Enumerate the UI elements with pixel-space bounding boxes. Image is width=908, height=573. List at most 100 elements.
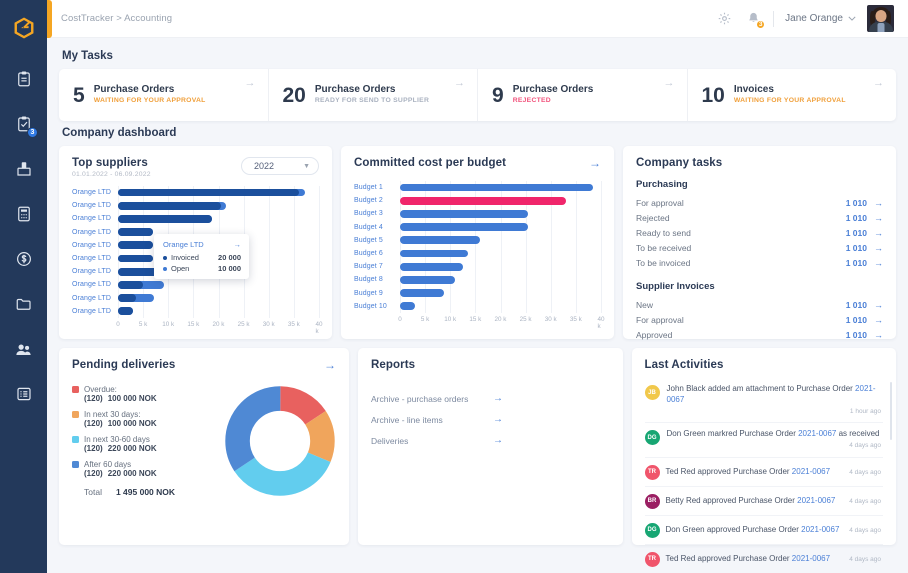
app-logo[interactable]	[13, 10, 35, 46]
chart-x-tick-label: 35 k	[569, 315, 582, 323]
chart-bar-row[interactable]: Budget 7	[354, 260, 601, 273]
task-card-0[interactable]: 5 Purchase Orders WAITING FOR YOUR APPRO…	[59, 69, 268, 121]
arrow-right-icon[interactable]: →	[874, 212, 883, 223]
panel-top-suppliers: Top suppliers 01.01.2022 - 06.09.2022 20…	[59, 146, 332, 339]
chart-bar-row[interactable]: Orange LTD	[72, 212, 319, 225]
arrow-right-icon[interactable]: →	[324, 358, 336, 372]
sidebar-item-finance[interactable]	[0, 242, 47, 276]
chart-bar-row[interactable]: Orange LTD	[72, 252, 319, 265]
activity-row[interactable]: JB John Black added am attachment to Purc…	[644, 378, 883, 424]
notifications-button[interactable]: 3	[744, 10, 766, 29]
report-link-row[interactable]: Archive - purchase orders →	[371, 388, 610, 409]
task-card-1[interactable]: 20 Purchase Orders READY FOR SEND TO SUP…	[267, 69, 478, 121]
user-menu[interactable]: Jane Orange	[785, 13, 856, 24]
sidebar-item-inbox[interactable]	[0, 152, 47, 186]
arrow-right-icon[interactable]: →	[874, 197, 883, 208]
sidebar-item-clipboard[interactable]	[0, 62, 47, 96]
breadcrumb[interactable]: CostTracker > Accounting	[61, 13, 173, 24]
company-task-row[interactable]: Rejected 1 010 →	[636, 210, 883, 225]
chart-bar-label: Budget 6	[354, 250, 383, 258]
chart-bar-label: Budget 9	[354, 289, 383, 297]
arrow-right-icon[interactable]: →	[873, 77, 884, 89]
chart-bar-label: Budget 10	[354, 302, 387, 310]
arrow-right-icon[interactable]: →	[663, 77, 675, 89]
sidebar-item-list[interactable]	[0, 377, 47, 411]
chart-bar-row[interactable]: Budget 3	[354, 207, 601, 220]
chart-bar-row[interactable]: Orange LTD	[72, 278, 319, 291]
delivery-count: (120)	[84, 394, 103, 403]
chart-bar-row[interactable]: Orange LTD	[72, 292, 319, 305]
chart-bar-row[interactable]: Budget 5	[354, 234, 601, 247]
chart-x-tick-label: 5 k	[138, 320, 148, 328]
report-link-row[interactable]: Archive - line items →	[371, 409, 610, 430]
last-activities-list: JB John Black added am attachment to Purc…	[644, 378, 892, 573]
sidebar-item-approvals[interactable]: 3	[0, 107, 47, 141]
chart-bar-row[interactable]: Budget 6	[354, 247, 601, 260]
purchase-order-link[interactable]: 2021-0067	[791, 553, 831, 563]
sidebar-item-folder[interactable]	[0, 287, 47, 321]
arrow-right-icon[interactable]: →	[244, 77, 256, 89]
donut-segment[interactable]	[225, 386, 335, 496]
purchase-order-link[interactable]: 2021-0067	[797, 495, 836, 505]
report-link-row[interactable]: Deliveries →	[371, 430, 610, 451]
task-title: Purchase Orders	[512, 83, 594, 95]
company-task-row[interactable]: To be invoiced 1 010 →	[636, 256, 883, 271]
chart-bar-row[interactable]: Budget 8	[354, 273, 601, 286]
arrow-right-icon[interactable]: →	[874, 227, 883, 238]
chart-bar-row[interactable]: Orange LTD	[72, 226, 319, 239]
activity-row[interactable]: TR Ted Red approved Purchase Order 2021-0…	[644, 545, 884, 573]
arrow-right-icon[interactable]: →	[493, 414, 503, 425]
chart-bar-row[interactable]: Orange LTD	[72, 305, 319, 318]
chart-bar-row[interactable]: Budget 4	[354, 221, 601, 234]
company-task-row[interactable]: For approval 1 010 →	[636, 312, 883, 327]
chart-bar-row[interactable]: Budget 2	[354, 194, 601, 207]
chart-bar-row[interactable]: Budget 9	[354, 287, 601, 300]
company-task-row[interactable]: New 1 010 →	[636, 297, 883, 312]
arrow-right-icon[interactable]: →	[874, 299, 883, 310]
chart-bar-row[interactable]: Orange LTD	[72, 239, 319, 252]
chart-x-tick-label: 15 k	[187, 320, 200, 328]
purchase-order-link[interactable]: 2021-0067	[666, 384, 876, 404]
arrow-right-icon[interactable]: →	[493, 393, 503, 404]
chart-bar-label: Budget 2	[354, 197, 383, 205]
arrow-right-icon[interactable]: →	[874, 329, 883, 340]
chart-x-tick-label: 10 k	[162, 320, 175, 328]
chart-bar-row[interactable]: Orange LTD	[72, 186, 319, 199]
arrow-right-icon[interactable]: →	[874, 314, 883, 325]
year-select[interactable]: 2022 ▼	[241, 157, 319, 175]
company-task-row[interactable]: For approval 1 010 →	[636, 195, 883, 210]
chart-bar-row[interactable]: Orange LTD	[72, 199, 319, 212]
scrollbar-thumb[interactable]	[890, 382, 892, 440]
arrow-right-icon[interactable]: →	[874, 258, 883, 269]
activity-row[interactable]: TR Ted Red approved Purchase Order 2021-0…	[644, 458, 883, 487]
task-card-3[interactable]: 10 Invoices WAITING FOR YOUR APPROVAL →	[686, 69, 897, 121]
arrow-right-icon[interactable]: →	[493, 435, 503, 446]
sidebar-item-calculator[interactable]	[0, 197, 47, 231]
company-task-row[interactable]: Approved 1 010 →	[636, 327, 883, 342]
arrow-right-icon[interactable]: →	[454, 77, 465, 89]
chart-bar-row[interactable]: Budget 1	[354, 181, 601, 194]
settings-button[interactable]	[715, 10, 733, 28]
donut-segment[interactable]	[225, 386, 335, 496]
arrow-right-icon[interactable]: →	[589, 156, 601, 170]
task-card-2[interactable]: 9 Purchase Orders REJECTED →	[477, 69, 687, 121]
activity-row[interactable]: DG Don Green approved Purchase Order 2021…	[644, 516, 883, 545]
purchase-order-link[interactable]: 2021-0067	[791, 466, 831, 476]
company-task-row[interactable]: Ready to send 1 010 →	[636, 225, 883, 240]
purchase-order-link[interactable]: 2021-0067	[801, 524, 840, 534]
activity-time: 4 days ago	[849, 527, 881, 535]
notification-count-badge: 3	[756, 19, 766, 29]
sidebar-item-users[interactable]	[0, 332, 47, 366]
arrow-right-icon[interactable]: →	[874, 243, 883, 254]
company-task-row[interactable]: To be received 1 010 →	[636, 241, 883, 256]
activity-row[interactable]: DG Don Green markred Purchase Order 2021-…	[644, 423, 883, 458]
donut-segment[interactable]	[225, 386, 335, 496]
pending-deliveries-title: Pending deliveries	[72, 359, 176, 371]
purchase-order-link[interactable]: 2021-0067	[798, 429, 837, 439]
chart-bar-row[interactable]: Budget 10	[354, 300, 601, 313]
activity-row[interactable]: BR Betty Red approved Purchase Order 2021…	[644, 487, 883, 516]
avatar[interactable]	[867, 5, 894, 32]
chart-bar-row[interactable]: Orange LTD	[72, 265, 319, 278]
chart-bar-label: Budget 1	[354, 184, 383, 192]
arrow-right-icon[interactable]: →	[233, 240, 242, 249]
